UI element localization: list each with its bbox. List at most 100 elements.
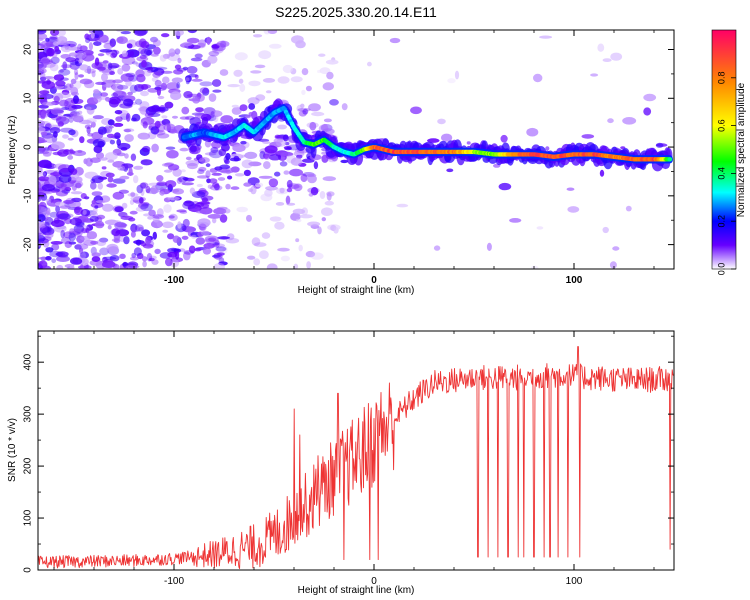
y-tick-label: 100 (23, 509, 34, 526)
spectrogram-cell (141, 229, 151, 237)
spectrogram-cell (85, 227, 90, 234)
spectrogram-cell (248, 112, 254, 116)
spectrogram-cell (152, 215, 160, 223)
spectrogram-cell (217, 252, 225, 256)
spectrogram-cell (177, 221, 182, 229)
spectrogram-cell (208, 93, 217, 102)
spectrogram-cell (533, 73, 543, 83)
spectrogram-cell (41, 58, 53, 65)
snr-x-ticks: -100 0 100 (53, 331, 655, 587)
spectrogram-cell (610, 52, 623, 61)
spectrogram-cell (55, 80, 66, 87)
spectrogram-cell (64, 149, 70, 152)
spectrogram-cell (101, 166, 107, 170)
spectrogram-cell (38, 260, 48, 269)
spectrogram-cell (329, 99, 339, 106)
spectrogram-cell (187, 204, 192, 209)
spectrogram-cell (152, 231, 157, 240)
spectrogram-cell (150, 36, 158, 43)
spectrogram-cell (78, 251, 86, 260)
spectrogram-cell (91, 191, 103, 197)
spectrogram-cell (396, 203, 409, 208)
spectrogram-cell (39, 150, 50, 155)
spectrogram-cell (204, 235, 219, 243)
spectrogram-cell (125, 264, 140, 269)
colorbar-tick-label: 0.6 (716, 119, 726, 132)
spectrogram-cell (250, 70, 262, 74)
spectrogram-cell (84, 68, 96, 74)
spectrogram-cell (212, 217, 217, 224)
spectrogram-cell (38, 159, 52, 168)
spectrogram-cell (433, 245, 441, 251)
spectrogram-cell (263, 153, 271, 160)
spectrogram-cell (164, 101, 174, 109)
spectrogram-cell (38, 165, 43, 174)
spectrogram-cell (190, 57, 203, 62)
spectrogram-cell (567, 206, 580, 213)
spectrogram-cell (313, 161, 319, 170)
spectrogram-cell (49, 250, 63, 258)
spectrogram-cell (241, 159, 254, 169)
spectrogram-cell (441, 133, 453, 142)
x-tick-label: -100 (164, 275, 184, 286)
spectrogram-cell (55, 190, 68, 197)
spectrogram-cell (167, 52, 180, 62)
spectrogram-cell (38, 232, 46, 236)
spectrogram-cell (306, 261, 311, 269)
spectrogram-cell (291, 35, 304, 44)
spectrogram-cell (58, 183, 67, 192)
spectrogram-cell (45, 255, 52, 261)
spectrogram-cell (317, 69, 322, 74)
spectrogram-cell (114, 221, 127, 230)
spectrogram-cell (168, 213, 178, 221)
spectrogram-cell (286, 202, 296, 206)
spectrogram-cell (264, 189, 273, 197)
spectrogram-cell (292, 208, 306, 215)
spectrogram-cell (181, 182, 194, 186)
spectrogram-cell (107, 159, 115, 163)
spectrogram-cell (305, 85, 312, 92)
spectrogram-cell (295, 238, 300, 243)
spectrogram-cell (46, 225, 52, 234)
spectrogram-ridge (178, 98, 673, 172)
spectrogram-cell (38, 65, 45, 72)
spectrogram-cell (117, 142, 131, 150)
spectrogram-cell (188, 98, 200, 102)
spectrogram-cell (319, 191, 326, 199)
spectrogram-cell (486, 242, 492, 251)
spectrogram-cell (207, 214, 222, 219)
spectrogram-cell (194, 248, 202, 252)
spectrogram-cell (143, 213, 152, 217)
spectrogram-cell (144, 112, 154, 118)
spectrogram-cell (216, 40, 230, 48)
spectrogram-cell (174, 48, 181, 55)
spectrogram-cell (389, 37, 401, 44)
spectrogram-cell (209, 110, 223, 117)
spectrogram-cell (210, 111, 215, 118)
ridge-core (667, 157, 673, 162)
spectrogram-cell (94, 57, 100, 66)
spectrogram-cell (326, 192, 332, 201)
spectrogram-cell (181, 41, 193, 47)
spectrogram-cell (239, 104, 248, 112)
spectrogram-cell (91, 256, 101, 262)
spectrogram-cell (56, 40, 71, 46)
spectrogram-cell (46, 47, 55, 57)
spectrogram-cell (141, 60, 147, 68)
spectrogram-cell (120, 73, 134, 82)
spectrogram-cell (173, 30, 184, 36)
spectrogram-cell (38, 30, 47, 35)
spectrogram-cell (85, 37, 91, 44)
spectrogram-cell (446, 168, 454, 173)
spectrogram-cell (309, 121, 317, 131)
spectrogram-cell (220, 115, 234, 124)
spectrogram-cell (191, 112, 205, 116)
spectrogram-cell (53, 95, 60, 103)
spectrogram-cell (75, 182, 82, 189)
spectrogram-cell (159, 191, 165, 196)
spectrogram-cell (267, 30, 278, 34)
spectrogram-cell (227, 175, 233, 180)
spectrogram-cell (140, 203, 153, 212)
spectrogram-cell (607, 118, 614, 124)
spectrogram-cell (51, 141, 65, 150)
